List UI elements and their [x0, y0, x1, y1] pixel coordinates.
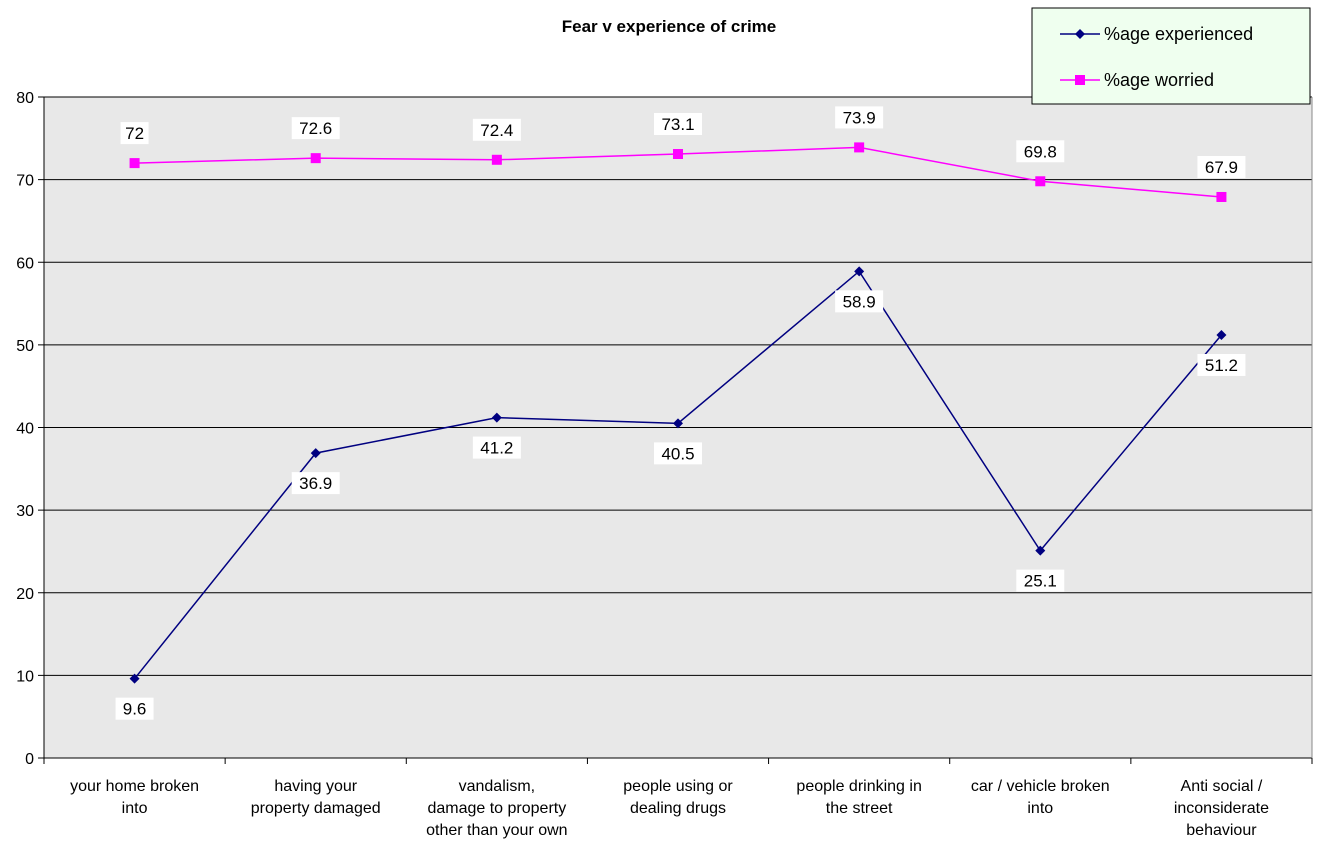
data-point-marker [1035, 176, 1046, 187]
legend-label: %age experienced [1104, 24, 1253, 44]
x-category-line: property damaged [251, 800, 381, 817]
x-category-line: having your [274, 778, 357, 795]
x-category-line: car / vehicle broken [971, 778, 1110, 795]
data-label: 25.1 [1024, 572, 1057, 591]
x-category-line: vandalism, [459, 778, 535, 795]
data-point-marker [310, 448, 321, 459]
chart-title: Fear v experience of crime [562, 17, 777, 36]
y-tick-label: 0 [25, 751, 34, 768]
data-point-marker [1216, 329, 1227, 340]
data-label: 9.6 [123, 700, 147, 719]
data-label: 73.9 [843, 108, 876, 127]
x-category-line: other than your own [426, 822, 567, 839]
x-category-line: Anti social / [1181, 778, 1263, 795]
data-label: 41.2 [480, 439, 513, 458]
x-category-line: the street [826, 800, 893, 817]
data-label: 58.9 [843, 292, 876, 311]
series-group [129, 142, 1227, 684]
data-point-marker [1035, 545, 1046, 556]
x-category-label: car / vehicle broken into [971, 778, 1110, 817]
x-category-label: Anti social / inconsiderate behaviour [1174, 778, 1269, 839]
x-category-line: inconsiderate [1174, 800, 1269, 817]
data-point-marker [854, 142, 865, 153]
data-point-marker [1216, 191, 1227, 202]
x-axis-categories: your home broken into having your property … [43, 758, 1313, 839]
data-label-background [472, 118, 521, 141]
x-category-line: into [122, 800, 148, 817]
legend-box [1031, 7, 1311, 105]
x-category-line: people using or [623, 778, 733, 795]
data-label-background [1016, 569, 1065, 592]
data-label: 69.8 [1024, 142, 1057, 161]
y-tick-label: 40 [16, 421, 34, 438]
data-label-background [472, 436, 521, 459]
data-label: 36.9 [299, 474, 332, 493]
x-category-label: having your property damaged [251, 778, 381, 817]
data-label-background [1197, 353, 1246, 376]
data-point-marker [854, 266, 865, 277]
y-tick-label: 50 [16, 338, 34, 355]
legend-label: %age worried [1104, 70, 1214, 90]
data-label-background [835, 106, 884, 129]
data-label-background [835, 290, 884, 313]
x-category-line: people drinking in [796, 778, 921, 795]
data-label: 72 [125, 124, 144, 143]
data-point-marker [491, 154, 502, 165]
legend-marker [1075, 29, 1085, 39]
x-category-line: into [1027, 800, 1053, 817]
x-category-line: your home broken [70, 778, 199, 795]
data-label-background [115, 697, 154, 720]
y-tick-label: 20 [16, 586, 34, 603]
x-category-label: people drinking in the street [796, 778, 921, 817]
data-point-marker [673, 418, 683, 429]
legend: %age experienced %age worried [1031, 7, 1311, 105]
x-category-label: your home broken into [70, 778, 199, 817]
data-point-marker [129, 673, 140, 684]
x-category-label: people using or dealing drugs [623, 778, 733, 817]
data-label-background [654, 113, 702, 136]
data-label: 51.2 [1205, 356, 1238, 375]
data-point-marker [129, 158, 140, 169]
y-tick-label: 80 [16, 90, 34, 107]
data-label: 72.4 [480, 121, 513, 140]
data-point-marker [491, 412, 502, 423]
data-label: 67.9 [1205, 158, 1238, 177]
data-labels: 9.6 36.9 41.2 40.5 58.9 25.1 51.2 72 72.6 72.4 73.… [115, 106, 1246, 720]
y-tick-label: 70 [16, 173, 34, 190]
data-label: 73.1 [661, 115, 694, 134]
y-tick-label: 60 [16, 255, 34, 272]
data-label-background [654, 442, 702, 465]
x-category-line: damage to property [427, 800, 566, 817]
data-label-background [291, 472, 340, 495]
y-tick-label: 30 [16, 503, 34, 520]
y-tick-label: 10 [16, 668, 34, 685]
data-point-marker [310, 153, 321, 164]
x-category-line: dealing drugs [630, 800, 726, 817]
data-label-background [1016, 140, 1065, 163]
data-label-background [291, 117, 340, 140]
x-category-label: vandalism, damage to property other than y… [426, 778, 567, 839]
data-label: 72.6 [299, 119, 332, 138]
legend-marker [1075, 75, 1085, 85]
y-axis-ticks: 0 10 20 30 40 50 60 70 80 [16, 90, 44, 768]
data-point-marker [673, 149, 683, 160]
x-category-line: behaviour [1186, 822, 1257, 839]
data-label-background [1197, 155, 1246, 178]
data-label-background [120, 122, 149, 145]
data-label: 40.5 [661, 444, 694, 463]
